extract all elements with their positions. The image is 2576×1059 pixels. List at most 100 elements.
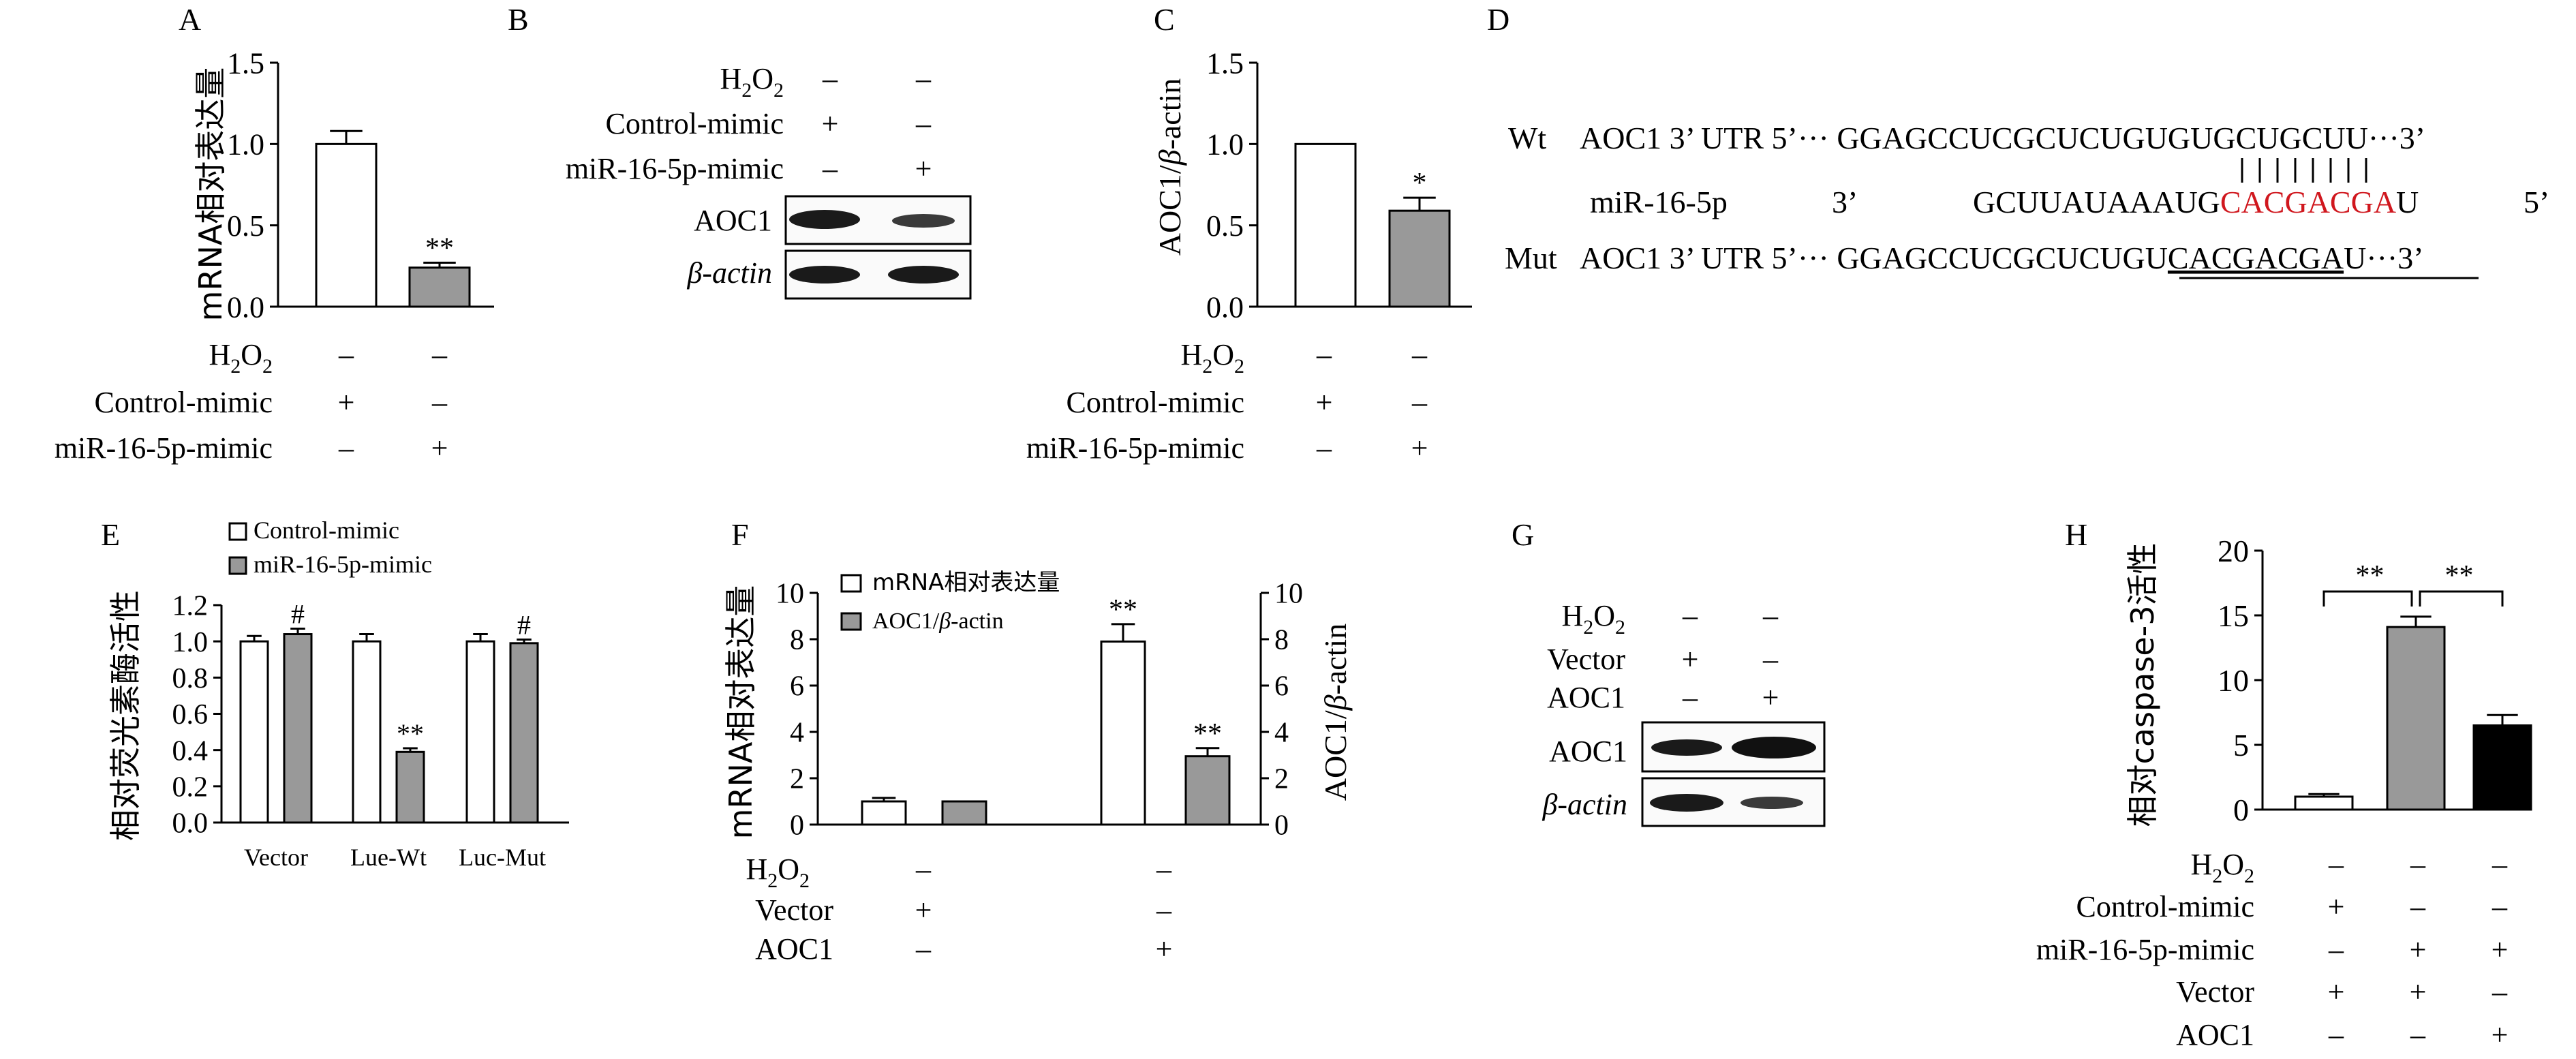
y-tick-label: 15: [2218, 598, 2249, 633]
blot-band: [1650, 794, 1723, 812]
mir-row: miR-16-5p 3’ GCUUAUAAAUGCACGACGAU 5’: [1590, 185, 2549, 219]
panel-e-chart: 1.2 1.0 0.8 0.6 0.4 0.2 0.0 # Vector ** Lue-Wt # Luc…: [172, 591, 569, 871]
panel-h-ylabel: 相对caspase-3活性: [2124, 543, 2161, 827]
panel-c: C AOC1/β-actin 1.5 1.0 0.5 0.0 * H2O2 Contro…: [1026, 2, 1472, 465]
panel-letter-b: B: [508, 2, 529, 37]
western-blot-g: [1641, 721, 1826, 827]
blot-label-actin: β-actin: [1542, 788, 1627, 821]
blot-label-aoc1: AOC1: [694, 204, 772, 237]
cond-value: –: [1411, 338, 1428, 371]
cond-value: –: [1316, 431, 1332, 465]
mut-seq-prefix: GGAGCCUCGCUCUGU: [1837, 241, 2168, 275]
mut-label: Mut: [1505, 241, 1557, 275]
cond-label: Control-mimic: [605, 107, 784, 140]
cond-label-h2o2: H2O2: [1180, 338, 1244, 378]
y-tick-label: 1.5: [1206, 46, 1244, 80]
mut-row: Mut AOC1 3’ UTR 5’··· GGAGCCUCGCUCUGUCAC…: [1505, 241, 2424, 275]
bar: [239, 640, 269, 824]
panel-d: D Wt AOC1 3’ UTR 5’··· GGAGCCUCGCUCUGUGU…: [1487, 2, 2549, 279]
bar: [395, 750, 425, 824]
bar: [509, 642, 539, 824]
significance-marker: **: [2445, 560, 2474, 592]
bar: [408, 266, 471, 308]
y-tick-label: 20: [2218, 534, 2249, 568]
cond-label-h2o2: H2O2: [2190, 848, 2254, 887]
cond-value: –: [2491, 848, 2508, 881]
panel-e-legend: Control-mimic miR-16-5p-mimic: [228, 517, 432, 578]
significance-marker: *: [1413, 168, 1427, 199]
legend-swatch: [840, 574, 862, 593]
cond-value: –: [2328, 848, 2344, 881]
cond-value: –: [915, 853, 932, 886]
cond-label: Control-mimic: [94, 386, 273, 419]
y-tick-label: 6: [790, 671, 804, 703]
cond-value: –: [915, 107, 932, 140]
significance-marker: **: [1193, 718, 1222, 750]
y-tick-label: 0.5: [1206, 209, 1244, 243]
cond-value: –: [2491, 890, 2508, 923]
panel-f-chart: 10 10 8 8 6 6 4 4 2 2 0 0 ** **: [776, 579, 1303, 842]
panel-e-ylabel: 相对荧光素酶活性: [107, 590, 144, 841]
utr-label: AOC1 3’ UTR 5’···: [1580, 241, 1829, 275]
wt-label: Wt: [1508, 121, 1546, 155]
panel-c-chart: 1.5 1.0 0.5 0.0 *: [1206, 46, 1472, 324]
y-tick-label: 0.0: [227, 290, 264, 324]
legend-swatch: [228, 522, 247, 541]
panel-f-ylabel-left: mRNA相对表达量: [722, 585, 759, 840]
y-tick-label: 1.0: [1206, 128, 1244, 162]
legend-label: mRNA相对表达量: [872, 569, 1060, 596]
cond-value: –: [1156, 853, 1172, 886]
y-tick-label: 5: [2233, 728, 2249, 763]
panel-f-ylabel-right: AOC1/β-actin: [1318, 624, 1353, 801]
y-tick-label: 0: [790, 810, 804, 842]
blot-band: [1651, 739, 1722, 756]
cond-value: +: [338, 386, 355, 419]
cond-label: Vector: [2176, 975, 2254, 1009]
bar: [1184, 755, 1231, 826]
cond-value: –: [1682, 681, 1698, 714]
y-tick-label: 10: [2218, 663, 2249, 698]
cond-value: +: [2491, 1018, 2509, 1052]
cond-label-h2o2: H2O2: [720, 62, 784, 102]
y-tick-label-right: 10: [1274, 579, 1303, 610]
mut-seq-end: U···3’: [2344, 241, 2424, 275]
panel-letter-c: C: [1154, 2, 1175, 37]
significance-bracket: [2322, 590, 2413, 607]
bar: [861, 800, 907, 826]
y-tick-label-right: 8: [1274, 625, 1289, 656]
panel-c-conditions: H2O2 Control-mimic miR-16-5p-mimic – – +…: [1026, 338, 1428, 465]
cond-value: –: [915, 932, 932, 966]
mir-seq-seed: CACGACGA: [2220, 185, 2396, 219]
significance-marker: #: [291, 599, 305, 630]
panel-letter-d: D: [1487, 2, 1509, 37]
panel-e: E 相对荧光素酶活性 Control-mimic miR-16-5p-mimic…: [101, 517, 569, 871]
utr-label: AOC1 3’ UTR 5’···: [1580, 121, 1829, 155]
mir-5p: 5’: [2524, 185, 2549, 219]
panel-h: H 相对caspase-3活性 20 15 10 5 0 ** ** H2O2 Contro…: [2036, 517, 2532, 1052]
y-tick-label-right: 4: [1274, 718, 1289, 749]
cond-label: Control-mimic: [2076, 890, 2254, 923]
cond-value: –: [2491, 975, 2508, 1009]
cond-label: AOC1: [2176, 1018, 2254, 1052]
cond-value: +: [2410, 933, 2427, 966]
cond-value: –: [1316, 338, 1332, 371]
y-tick-label: 0.8: [172, 663, 209, 694]
bar: [2472, 724, 2532, 811]
bar: [315, 142, 378, 308]
cond-value: –: [431, 386, 448, 419]
y-tick-label: 1.0: [172, 627, 209, 658]
cond-value: –: [1762, 599, 1779, 632]
panel-h-cond-values: – – – + – – – + + + + – – – +: [2328, 848, 2509, 1052]
cond-label: Vector: [755, 893, 833, 927]
legend-label: AOC1/β-actin: [872, 609, 1004, 634]
cond-label: miR-16-5p-mimic: [55, 431, 273, 465]
wt-row: Wt AOC1 3’ UTR 5’··· GGAGCCUCGCUCUGUGUGC…: [1508, 121, 2425, 155]
y-tick-label: 2: [790, 764, 804, 795]
cond-value: –: [2410, 890, 2426, 923]
panel-b: B H2O2 Control-mimic miR-16-5p-mimic – –…: [508, 2, 972, 300]
y-tick-label: 0.0: [172, 808, 209, 840]
blot-band: [888, 266, 959, 283]
y-tick-label: 0: [2233, 793, 2249, 827]
y-tick-label: 4: [790, 718, 804, 749]
